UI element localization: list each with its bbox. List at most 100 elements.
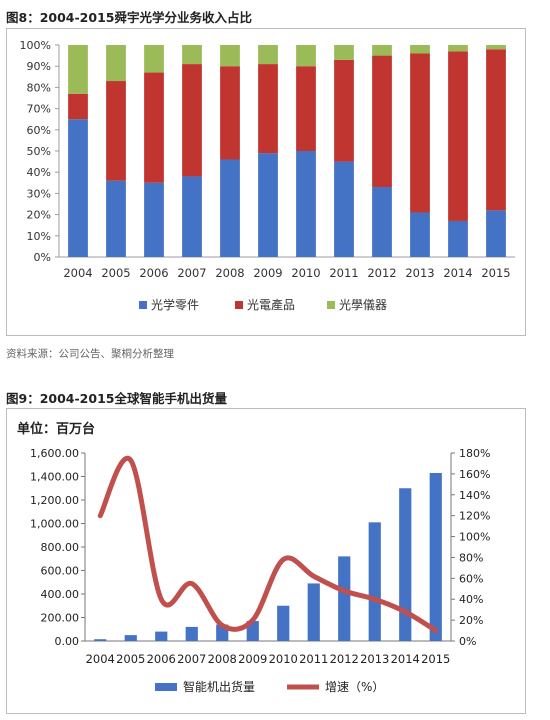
chart2-right-tick-label: 120% — [459, 510, 490, 523]
chart1-legend-swatch — [235, 301, 243, 309]
chart2-x-tick-label: 2014 — [391, 652, 420, 666]
chart2-right-tick-label: 180% — [459, 447, 490, 460]
chart2-x-tick-label: 2004 — [86, 652, 115, 666]
chart1-y-tick-label: 100% — [20, 39, 51, 52]
chart2-left-tick-label: 1,600.00 — [30, 447, 79, 460]
chart1-y-tick-label: 50% — [27, 145, 51, 158]
unit-label: 单位：百万台 — [17, 421, 95, 437]
chart2-x-tick-label: 2010 — [269, 652, 298, 666]
chart2-growth-line — [97, 455, 439, 634]
chart1-bar-series1 — [144, 182, 164, 257]
chart1-bar-series3 — [296, 45, 316, 67]
chart1-y-tick-label: 40% — [27, 166, 51, 179]
chart2-bar — [338, 556, 351, 641]
chart2-right-tick-label: 0% — [459, 635, 476, 648]
chart1-legend-label: 光學儀器 — [339, 298, 387, 312]
chart2-legend-bar-swatch — [155, 683, 177, 691]
chart1-bar-series2 — [486, 49, 506, 211]
chart2-bar — [94, 639, 107, 641]
chart2-right-tick-label: 100% — [459, 531, 490, 544]
chart1-bar-series3 — [220, 45, 240, 67]
chart2-bar — [399, 488, 412, 641]
chart1-x-tick-label: 2009 — [253, 266, 282, 280]
chart1-bar-series1 — [410, 212, 430, 257]
chart2-x-tick-label: 2012 — [330, 652, 359, 666]
chart2-left-tick-label: 400.00 — [41, 588, 80, 601]
chart2-bar — [307, 583, 320, 641]
chart1-bar-series2 — [372, 55, 392, 188]
chart1-bar-series2 — [334, 59, 354, 162]
chart1-bar-series2 — [182, 64, 202, 177]
chart1-x-tick-label: 2010 — [291, 266, 320, 280]
chart1-bar-series1 — [296, 151, 316, 257]
chart2-left-tick-label: 0.00 — [55, 635, 80, 648]
source-note: 资料来源：公司公告、聚桐分析整理 — [6, 348, 174, 360]
chart2-frame: 单位：百万台 0.00 200.00 400.00 600.00 800.00 1,000… — [6, 408, 526, 714]
figure1-title: 图8：2004-2015舜宇光学分业务收入占比 — [6, 10, 252, 25]
chart1-bar-series3 — [144, 45, 164, 73]
chart2-svg: 单位：百万台 0.00 200.00 400.00 600.00 800.00 1,000… — [17, 421, 490, 694]
chart1-x-tick-label: 2007 — [177, 266, 206, 280]
chart2-x-tick-label: 2008 — [208, 652, 237, 666]
chart1-x-tick-label: 2013 — [405, 266, 434, 280]
chart2-left-tick-label: 600.00 — [41, 565, 80, 578]
chart1-y-tick-label: 60% — [27, 124, 51, 137]
chart2-left-tick-label: 800.00 — [41, 541, 80, 554]
chart1-bar-series1 — [182, 176, 202, 257]
chart1-bar-series2 — [106, 81, 126, 181]
chart1-bar-series1 — [372, 187, 392, 257]
chart2-bar — [155, 631, 168, 641]
chart2-right-tick-label: 40% — [459, 593, 483, 606]
chart1-x-tick-label: 2006 — [139, 266, 168, 280]
chart1-legend-swatch — [327, 301, 335, 309]
chart1-bar-series3 — [106, 45, 126, 82]
chart1-y-tick-label: 0% — [34, 251, 51, 264]
chart1-legend-label: 光学零件 — [151, 297, 199, 312]
chart2-legend-bar-label: 智能机出货量 — [183, 679, 255, 694]
chart2-right-tick-label: 20% — [459, 614, 483, 627]
chart2-left-tick-label: 1,000.00 — [30, 518, 79, 531]
chart2-left-tick-label: 200.00 — [41, 612, 80, 625]
chart1-y-tick-label: 30% — [27, 187, 51, 200]
chart2-bar — [277, 605, 290, 641]
chart1-bar-series2 — [68, 93, 88, 120]
chart2-right-tick-label: 160% — [459, 468, 490, 481]
chart2-bar — [429, 472, 442, 641]
chart1-bar-series2 — [258, 64, 278, 154]
chart2-right-tick-label: 80% — [459, 551, 483, 564]
chart1-bar-series1 — [68, 119, 88, 257]
chart2-right-tick-label: 60% — [459, 572, 483, 585]
chart1-x-tick-label: 2008 — [215, 266, 244, 280]
chart1-bar-series3 — [372, 45, 392, 56]
chart1-bar-series1 — [220, 159, 240, 257]
chart2-x-tick-label: 2006 — [147, 652, 176, 666]
chart2-x-tick-label: 2015 — [421, 652, 450, 666]
chart1-bar-series2 — [144, 72, 164, 183]
chart1-svg: 0% 10% 20% 30% 40% 50% 60% 70% 80% 90% 100% 2004 200… — [20, 39, 515, 312]
chart2-legend-line-label: 增速（%） — [325, 680, 384, 694]
chart1-x-tick-label: 2014 — [443, 266, 472, 280]
chart1-bar-series3 — [410, 45, 430, 54]
chart2-bar — [368, 522, 381, 641]
chart1-y-tick-label: 90% — [27, 60, 51, 73]
chart2-left-tick-label: 1,400.00 — [30, 471, 79, 484]
chart2-x-tick-label: 2007 — [177, 652, 206, 666]
chart1-bar-series2 — [410, 53, 430, 213]
chart1-bar-series1 — [106, 180, 126, 257]
chart1-bar-series2 — [220, 66, 240, 160]
chart2-right-tick-label: 140% — [459, 489, 490, 502]
chart1-y-tick-label: 80% — [27, 81, 51, 94]
chart1-frame: 0% 10% 20% 30% 40% 50% 60% 70% 80% 90% 100% 2004 200… — [6, 28, 526, 336]
chart2-left-tick-label: 1,200.00 — [30, 494, 79, 507]
chart2-x-tick-label: 2009 — [238, 652, 267, 666]
chart1-bar-series3 — [182, 45, 202, 65]
chart1-bar-series3 — [334, 45, 354, 60]
chart1-x-tick-label: 2004 — [63, 266, 92, 280]
chart1-bar-series3 — [448, 45, 468, 52]
chart1-x-tick-label: 2005 — [101, 266, 130, 280]
chart1-x-tick-label: 2012 — [367, 266, 396, 280]
chart1-y-tick-label: 20% — [27, 209, 51, 222]
chart1-legend-label: 光電產品 — [247, 297, 295, 312]
chart2-x-tick-label: 2011 — [299, 652, 328, 666]
chart1-x-tick-label: 2015 — [481, 266, 510, 280]
